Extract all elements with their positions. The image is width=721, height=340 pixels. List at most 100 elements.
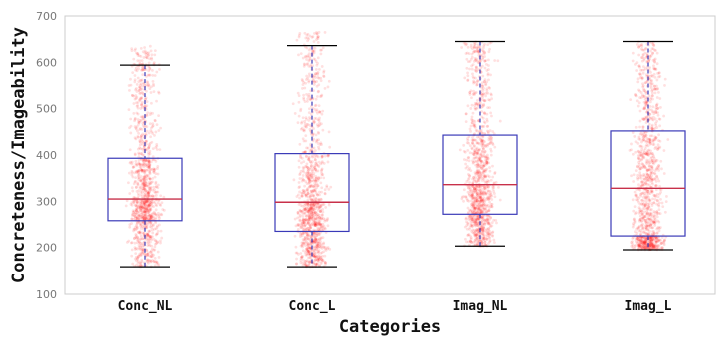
data-point	[147, 53, 150, 57]
data-point	[474, 50, 477, 54]
data-point	[465, 158, 469, 162]
data-point	[130, 47, 134, 51]
data-point	[469, 57, 473, 61]
data-point	[493, 59, 497, 62]
data-point	[323, 227, 327, 231]
data-point	[657, 204, 661, 208]
data-point	[472, 50, 476, 53]
data-point	[647, 214, 651, 218]
data-point	[485, 63, 488, 66]
data-point	[144, 163, 148, 167]
data-point	[485, 191, 489, 195]
data-point	[140, 158, 143, 162]
data-point	[158, 216, 161, 220]
data-point	[467, 168, 470, 172]
data-point	[145, 254, 148, 257]
data-point	[139, 96, 143, 100]
data-point	[312, 222, 316, 226]
data-point	[314, 76, 317, 79]
data-point	[315, 263, 319, 266]
data-point	[146, 111, 150, 115]
data-point	[301, 263, 305, 267]
data-point	[474, 238, 477, 241]
data-point	[152, 167, 156, 171]
data-point	[304, 150, 308, 154]
data-point	[302, 64, 306, 68]
data-point	[305, 247, 309, 250]
data-point	[299, 257, 303, 260]
data-point	[327, 79, 331, 83]
data-point	[146, 234, 149, 238]
data-point	[301, 255, 304, 258]
data-point	[470, 209, 474, 213]
data-point	[476, 162, 480, 166]
data-point	[300, 232, 304, 236]
data-point	[156, 229, 160, 233]
data-point	[141, 84, 144, 88]
data-point	[477, 164, 481, 168]
data-point	[307, 242, 310, 246]
data-point	[137, 194, 141, 197]
data-point	[147, 204, 151, 208]
data-point	[149, 160, 153, 164]
data-point	[143, 203, 147, 207]
data-point	[474, 207, 478, 211]
data-point	[140, 152, 144, 156]
data-point	[464, 166, 468, 170]
data-point	[134, 236, 138, 240]
data-point	[136, 200, 139, 204]
data-point	[490, 136, 494, 140]
data-point	[142, 227, 145, 231]
data-point	[152, 210, 156, 214]
data-point	[314, 60, 318, 63]
data-point	[149, 214, 153, 218]
data-point	[319, 203, 323, 206]
data-point	[148, 244, 152, 248]
data-point	[637, 150, 640, 154]
data-point	[304, 134, 308, 138]
data-point	[149, 215, 153, 219]
data-point	[136, 239, 140, 243]
data-point	[301, 191, 304, 195]
data-point	[142, 182, 145, 185]
data-point	[306, 175, 310, 179]
data-point	[141, 105, 144, 109]
data-point	[645, 158, 649, 162]
data-point	[159, 212, 163, 216]
data-point	[145, 226, 149, 230]
data-point	[315, 245, 319, 249]
data-point	[154, 191, 157, 194]
data-point	[650, 125, 654, 129]
data-point	[130, 217, 134, 221]
data-point	[133, 80, 137, 84]
data-point	[157, 90, 160, 94]
data-point	[320, 258, 323, 262]
data-point	[318, 210, 322, 213]
data-point	[146, 214, 150, 218]
data-point	[303, 150, 307, 154]
data-point	[308, 178, 312, 182]
data-point	[312, 204, 316, 208]
data-point	[479, 58, 483, 62]
data-point	[650, 166, 654, 169]
data-point	[141, 62, 145, 66]
data-point	[299, 169, 303, 173]
data-point	[306, 232, 310, 235]
data-point	[484, 243, 488, 247]
data-point	[642, 68, 646, 72]
data-point	[141, 169, 145, 173]
data-point	[139, 190, 143, 194]
data-point	[299, 244, 303, 248]
data-point	[643, 207, 647, 211]
data-point	[464, 217, 468, 221]
data-point	[312, 185, 315, 188]
data-point	[477, 148, 481, 152]
data-point	[313, 32, 316, 35]
data-point	[468, 190, 472, 193]
data-point	[152, 61, 156, 64]
data-point	[491, 185, 495, 189]
data-point	[306, 171, 310, 175]
data-point	[134, 186, 138, 189]
data-point	[319, 262, 323, 266]
data-point	[146, 251, 150, 255]
